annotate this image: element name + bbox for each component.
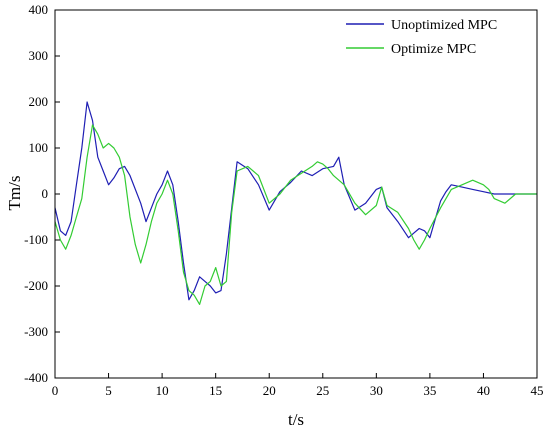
legend-label-unoptimized: Unoptimized MPC <box>391 18 497 33</box>
y-tick-label: -100 <box>24 232 48 247</box>
y-axis-title: Tm/s <box>5 176 24 211</box>
y-tick-label: 400 <box>29 2 49 17</box>
y-tick-label: -300 <box>24 324 48 339</box>
y-tick-label: 0 <box>42 186 49 201</box>
x-tick-label: 20 <box>263 383 276 398</box>
x-tick-label: 35 <box>423 383 436 398</box>
y-tick-label: -200 <box>24 278 48 293</box>
ticks-layer: 0 5 10 15 20 25 30 35 40 45 -400 -300 -200 -100 0 100 20… <box>24 2 543 398</box>
x-tick-label: 45 <box>531 383 544 398</box>
x-tick-label: 10 <box>156 383 169 398</box>
legend-label-optimized: Optimize MPC <box>391 42 476 57</box>
x-tick-label: 40 <box>477 383 490 398</box>
y-tick-label: 100 <box>29 140 49 155</box>
x-tick-label: 30 <box>370 383 383 398</box>
x-tick-label: 0 <box>52 383 59 398</box>
x-tick-label: 5 <box>105 383 112 398</box>
x-tick-label: 25 <box>316 383 329 398</box>
x-tick-label: 15 <box>209 383 222 398</box>
y-tick-label: 300 <box>29 48 49 63</box>
series-layer <box>54 101 537 305</box>
legend: Unoptimized MPC Optimize MPC <box>346 18 497 57</box>
series-line-optimized <box>54 124 537 305</box>
y-tick-label: 200 <box>29 94 49 109</box>
x-axis-title: t/s <box>288 410 304 429</box>
y-tick-label: -400 <box>24 370 48 385</box>
